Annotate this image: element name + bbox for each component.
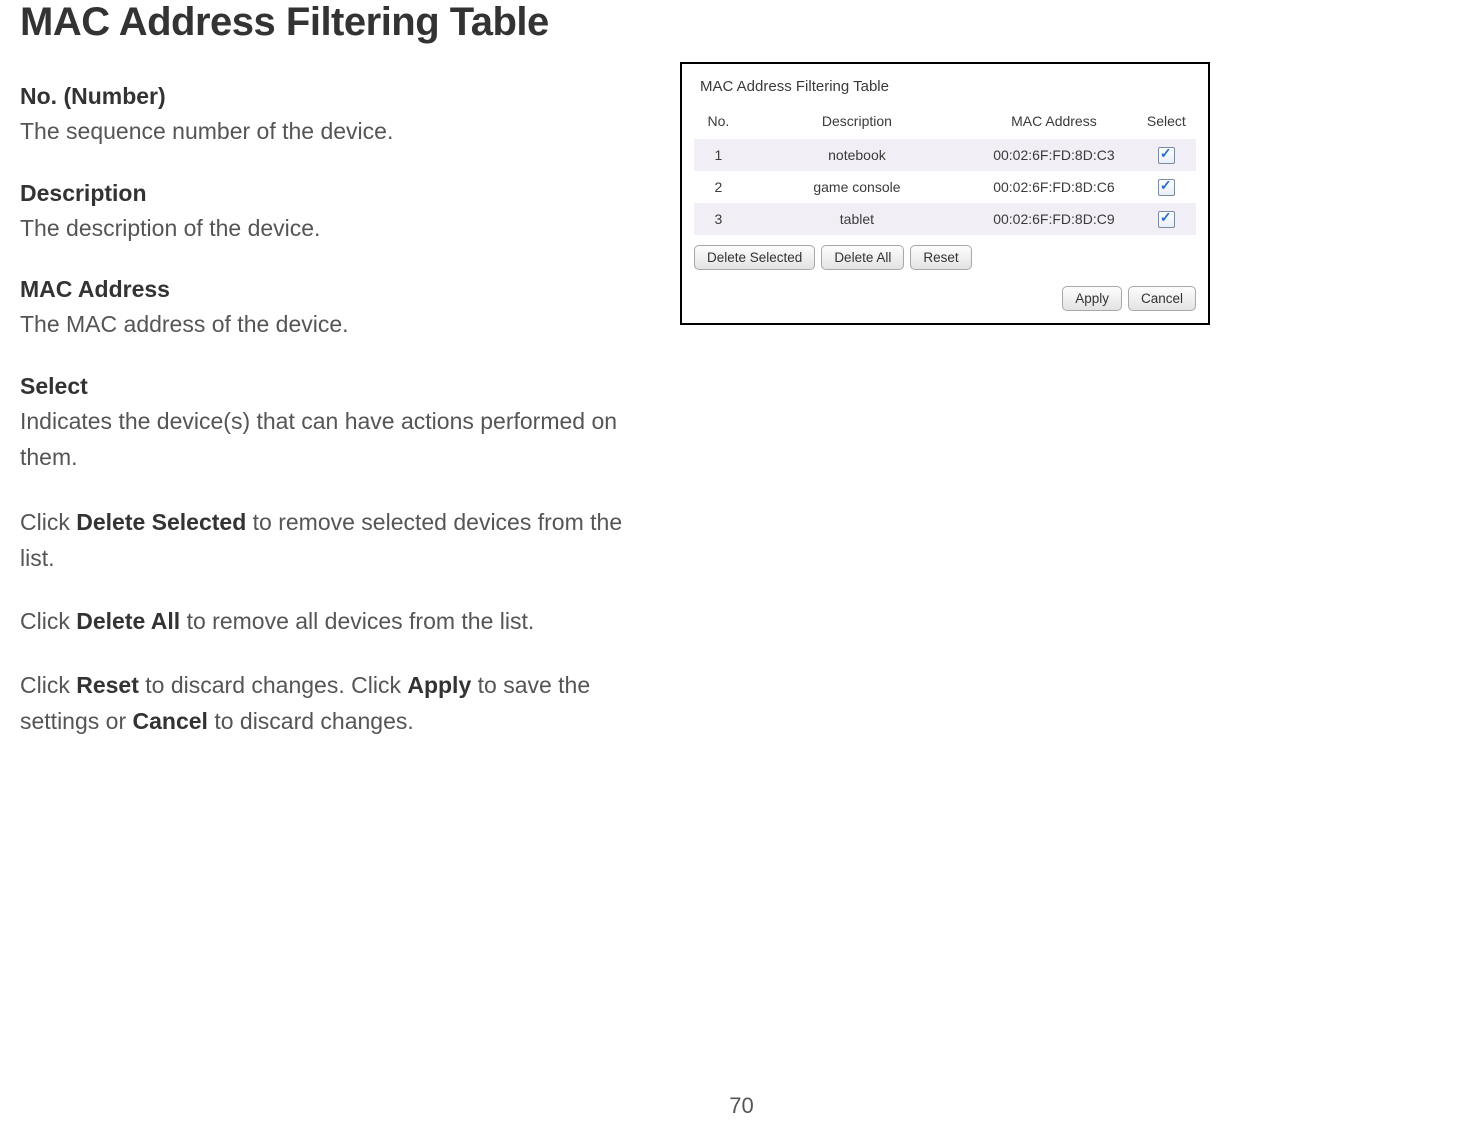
cell-no: 2 (694, 171, 743, 203)
select-checkbox[interactable] (1158, 211, 1175, 228)
select-checkbox[interactable] (1158, 179, 1175, 196)
table-header-row: No. Description MAC Address Select (694, 107, 1196, 139)
bold-reset: Reset (76, 672, 139, 698)
text: Click (20, 672, 76, 698)
text: Click (20, 509, 76, 535)
cancel-button[interactable]: Cancel (1128, 286, 1196, 311)
delete-selected-button[interactable]: Delete Selected (694, 245, 815, 270)
cell-select (1137, 139, 1196, 171)
delete-all-button[interactable]: Delete All (821, 245, 904, 270)
term-desc-body: The description of the device. (20, 211, 660, 247)
term-no-body: The sequence number of the device. (20, 114, 660, 150)
col-header-mac: MAC Address (971, 107, 1137, 139)
cell-select (1137, 203, 1196, 235)
apply-button[interactable]: Apply (1062, 286, 1122, 311)
cell-no: 3 (694, 203, 743, 235)
apply-cancel-row: Apply Cancel (694, 286, 1196, 311)
panel-title: MAC Address Filtering Table (700, 78, 1196, 95)
bold-cancel: Cancel (133, 708, 208, 734)
table-row: 3 tablet 00:02:6F:FD:8D:C9 (694, 203, 1196, 235)
action-reset-apply-cancel-text: Click Reset to discard changes. Click Ap… (20, 668, 660, 739)
action-delete-selected-text: Click Delete Selected to remove selected… (20, 505, 660, 576)
select-checkbox[interactable] (1158, 147, 1175, 164)
cell-select (1137, 171, 1196, 203)
text: to remove all devices from the list. (180, 608, 534, 634)
col-header-select: Select (1137, 107, 1196, 139)
term-mac-heading: MAC Address (20, 276, 660, 303)
col-header-desc: Description (743, 107, 971, 139)
reset-button[interactable]: Reset (910, 245, 971, 270)
mac-filter-panel: MAC Address Filtering Table No. Descript… (680, 62, 1210, 325)
cell-mac: 00:02:6F:FD:8D:C6 (971, 171, 1137, 203)
bold-delete-all: Delete All (76, 608, 180, 634)
text: to discard changes. (208, 708, 414, 734)
term-desc-heading: Description (20, 180, 660, 207)
term-no-heading: No. (Number) (20, 83, 660, 110)
left-column: MAC Address Filtering Table No. (Number)… (20, 0, 660, 767)
bold-apply: Apply (407, 672, 471, 698)
right-column: MAC Address Filtering Table No. Descript… (660, 0, 1210, 325)
text: Click (20, 608, 76, 634)
table-row: 2 game console 00:02:6F:FD:8D:C6 (694, 171, 1196, 203)
table-button-row: Delete Selected Delete All Reset (694, 245, 1196, 270)
table-row: 1 notebook 00:02:6F:FD:8D:C3 (694, 139, 1196, 171)
term-select-body: Indicates the device(s) that can have ac… (20, 404, 660, 475)
term-mac-body: The MAC address of the device. (20, 307, 660, 343)
text: to discard changes. Click (139, 672, 407, 698)
term-select-heading: Select (20, 373, 660, 400)
cell-desc: notebook (743, 139, 971, 171)
action-delete-all-text: Click Delete All to remove all devices f… (20, 604, 660, 640)
bold-delete-selected: Delete Selected (76, 509, 246, 535)
cell-mac: 00:02:6F:FD:8D:C3 (971, 139, 1137, 171)
col-header-no: No. (694, 107, 743, 139)
cell-no: 1 (694, 139, 743, 171)
cell-mac: 00:02:6F:FD:8D:C9 (971, 203, 1137, 235)
mac-filter-table: No. Description MAC Address Select 1 not… (694, 107, 1196, 235)
page-title: MAC Address Filtering Table (20, 0, 660, 45)
page-number: 70 (0, 1093, 1483, 1119)
cell-desc: game console (743, 171, 971, 203)
cell-desc: tablet (743, 203, 971, 235)
